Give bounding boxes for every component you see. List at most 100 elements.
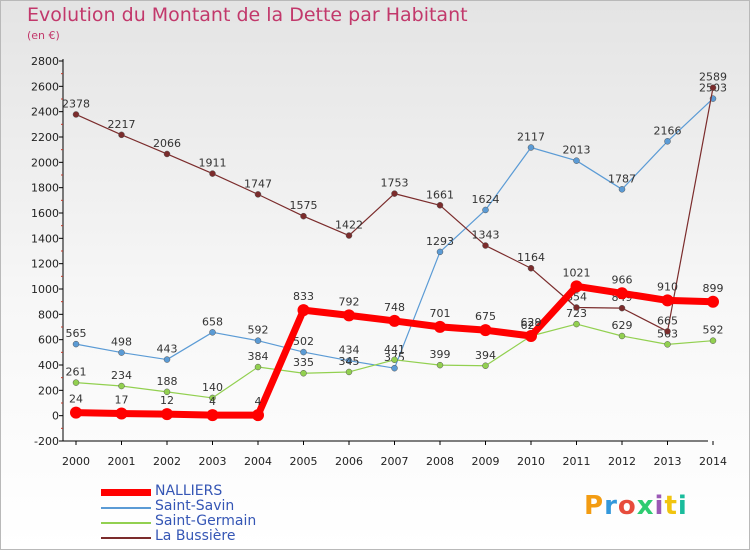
y-tick-label: 1000: [31, 283, 59, 296]
data-label-saint-germain: 188: [157, 375, 178, 388]
data-label-nalliers: 910: [657, 280, 678, 293]
unit-label: (en €): [27, 29, 60, 42]
data-point-nalliers: [206, 409, 219, 422]
data-label-nalliers: 748: [384, 301, 405, 314]
data-label-saint-savin: 2013: [563, 144, 591, 157]
data-label-la-bussi-re: 665: [657, 314, 678, 327]
x-tick-label: 2006: [335, 455, 363, 468]
plot-area: 5654984436585925024343751293162421172013…: [62, 71, 727, 422]
data-label-la-bussi-re: 1575: [290, 199, 318, 212]
series-nalliers: 24 17 12 4 4 833 792 748 701 675 629 1021 966 910 899: [69, 266, 724, 422]
x-tick-label: 2000: [62, 455, 90, 468]
data-point-nalliers: [70, 406, 82, 419]
x-tick-label: 2004: [244, 455, 272, 468]
data-point-saint-germain: [254, 363, 262, 371]
data-label-saint-germain: 592: [703, 324, 724, 337]
data-point-saint-germain: [482, 362, 489, 370]
x-tick-label: 2007: [381, 455, 409, 468]
data-label-nalliers: 4: [255, 395, 262, 408]
data-point-nalliers: [115, 407, 128, 420]
data-label-la-bussi-re: 1911: [199, 157, 227, 170]
legend-swatch-nalliers: [101, 489, 151, 496]
data-point-nalliers: [661, 294, 674, 307]
data-label-nalliers: 4: [209, 395, 216, 408]
data-point-la-bussi-re: [391, 190, 398, 197]
data-point-nalliers: [479, 324, 492, 337]
legend-label-nalliers: NALLIERS: [155, 483, 223, 499]
data-label-la-bussi-re: 1422: [335, 219, 363, 232]
data-label-saint-savin: 1787: [608, 172, 636, 185]
data-point-saint-savin: [436, 248, 444, 256]
series-saint-savin: 5654984436585925024343751293162421172013…: [66, 82, 727, 372]
data-label-saint-savin: 434: [339, 344, 360, 357]
data-label-nalliers: 629: [521, 316, 542, 329]
data-point-nalliers: [343, 309, 355, 322]
data-point-saint-savin: [300, 348, 307, 356]
data-label-la-bussi-re: 1343: [472, 229, 500, 242]
data-label-saint-savin: 565: [66, 327, 87, 340]
legend-label-saint-savin: Saint-Savin: [155, 498, 235, 514]
data-point-nalliers: [252, 409, 264, 422]
y-tick-label: 2400: [31, 106, 59, 119]
series-saint-germain: 261 234 188 140 384 335 345 441 399 394 629 723 629 5…: [66, 307, 724, 402]
y-tick-label: 1200: [31, 258, 59, 271]
data-label-nalliers: 966: [612, 273, 633, 286]
data-point-saint-germain: [118, 382, 125, 390]
data-label-saint-savin: 443: [157, 343, 178, 356]
data-label-la-bussi-re: 2589: [699, 71, 727, 84]
data-point-nalliers: [616, 287, 628, 300]
data-label-la-bussi-re: 2378: [62, 97, 90, 110]
data-point-saint-germain: [436, 361, 444, 369]
data-point-saint-germain: [391, 356, 398, 364]
data-label-nalliers: 24: [69, 393, 83, 406]
x-tick-label: 2009: [472, 455, 500, 468]
data-label-saint-germain: 234: [111, 369, 132, 382]
chart-title: Evolution du Montant de la Dette par Hab…: [27, 4, 468, 26]
data-point-saint-germain: [72, 379, 80, 386]
data-point-la-bussi-re: [300, 212, 307, 220]
data-point-saint-germain: [618, 332, 626, 340]
data-point-saint-savin: [664, 138, 671, 145]
data-point-saint-germain: [709, 337, 717, 344]
y-tick-label: 2200: [31, 131, 59, 144]
data-point-nalliers: [707, 295, 719, 308]
legend-label-la-bussi-re: La Bussière: [155, 528, 236, 544]
data-point-la-bussi-re: [345, 232, 353, 239]
data-point-saint-germain: [345, 368, 353, 376]
data-label-nalliers: 792: [339, 295, 360, 308]
data-point-saint-germain: [664, 341, 671, 348]
data-label-saint-germain: 723: [566, 307, 587, 320]
y-tick-label: 400: [38, 359, 59, 372]
data-label-saint-germain: 345: [339, 355, 360, 368]
legend-label-saint-germain: Saint-Germain: [155, 513, 257, 529]
legend-swatch-la-bussi-re: [101, 537, 151, 539]
data-point-saint-savin: [209, 329, 216, 336]
y-tick-label: 800: [38, 308, 59, 321]
data-point-la-bussi-re: [118, 131, 125, 139]
data-point-saint-germain: [163, 388, 171, 396]
y-tick-label: 1400: [31, 232, 59, 245]
data-label-la-bussi-re: 2217: [108, 118, 136, 131]
data-point-la-bussi-re: [436, 202, 444, 209]
data-point-nalliers: [570, 280, 583, 293]
x-tick-label: 2010: [517, 455, 545, 468]
data-label-saint-germain: 261: [66, 366, 87, 379]
data-point-la-bussi-re: [527, 264, 535, 272]
data-point-nalliers: [388, 314, 401, 327]
data-label-nalliers: 833: [293, 290, 314, 303]
data-point-saint-germain: [573, 320, 580, 328]
data-point-saint-savin: [527, 144, 535, 151]
y-tick-label: 2800: [31, 55, 59, 68]
data-label-saint-germain: 441: [384, 343, 405, 356]
legend-swatch-saint-savin: [101, 507, 151, 509]
x-tick-label: 2005: [290, 455, 318, 468]
data-label-saint-germain: 335: [293, 356, 314, 369]
y-tick-label: 200: [38, 384, 59, 397]
data-label-nalliers: 12: [160, 394, 174, 407]
data-label-nalliers: 675: [475, 310, 496, 323]
y-axis-ticks: -200 0 200 400 600 800 1000 1200 1400 1600 1800 200…: [31, 55, 63, 448]
data-label-saint-germain: 384: [248, 350, 269, 363]
y-tick-label: 2600: [31, 80, 59, 93]
